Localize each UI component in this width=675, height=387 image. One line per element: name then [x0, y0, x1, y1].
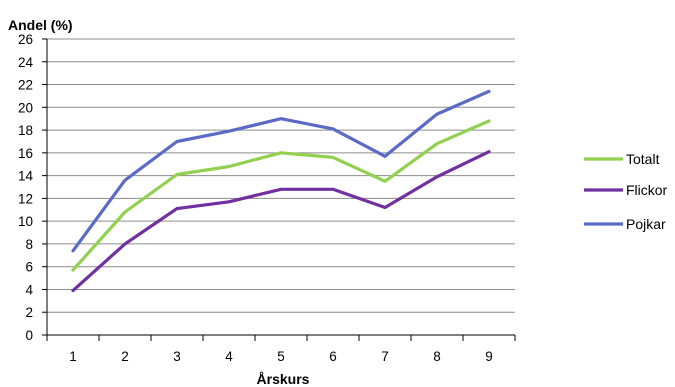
x-tick-label: 6	[329, 349, 337, 364]
x-tick-label: 3	[173, 349, 181, 364]
x-axis-title: Årskurs	[257, 371, 310, 387]
axes	[42, 38, 516, 341]
legend-label: Totalt	[626, 151, 660, 167]
x-tick-label: 2	[121, 349, 129, 364]
series-line-totalt	[71, 119, 491, 272]
series-line-flickor	[71, 150, 491, 293]
y-tick-label: 2	[25, 305, 33, 320]
y-tick-label: 10	[18, 214, 33, 229]
x-tick-labels: 1 2 3 4 5 6 7 8 9	[69, 349, 493, 364]
y-tick-label: 16	[18, 146, 33, 161]
y-tick-label: 0	[25, 328, 33, 343]
gridlines	[47, 38, 515, 313]
y-tick-label: 24	[18, 55, 34, 70]
x-tick-label: 8	[433, 349, 441, 364]
x-tick-label: 7	[381, 349, 389, 364]
y-tick-label: 12	[18, 191, 33, 206]
y-tick-label: 18	[18, 123, 33, 138]
y-tick-label: 20	[18, 100, 33, 115]
y-tick-label: 14	[18, 169, 34, 184]
y-tick-label: 26	[18, 32, 33, 47]
x-tick-label: 1	[69, 349, 77, 364]
y-tick-label: 6	[25, 260, 33, 275]
x-tick-label: 4	[225, 349, 233, 364]
y-axis-title: Andel (%)	[8, 17, 73, 33]
legend: Totalt Flickor Pojkar	[584, 151, 668, 232]
legend-label: Pojkar	[626, 216, 666, 232]
x-tick-label: 9	[485, 349, 493, 364]
series-line-pojkar	[71, 89, 491, 253]
legend-label: Flickor	[626, 182, 668, 198]
y-tick-label: 22	[18, 78, 33, 93]
y-tick-label: 8	[25, 237, 33, 252]
series-lines	[71, 89, 491, 293]
y-tick-label: 4	[25, 282, 33, 297]
x-tick-label: 5	[277, 349, 285, 364]
